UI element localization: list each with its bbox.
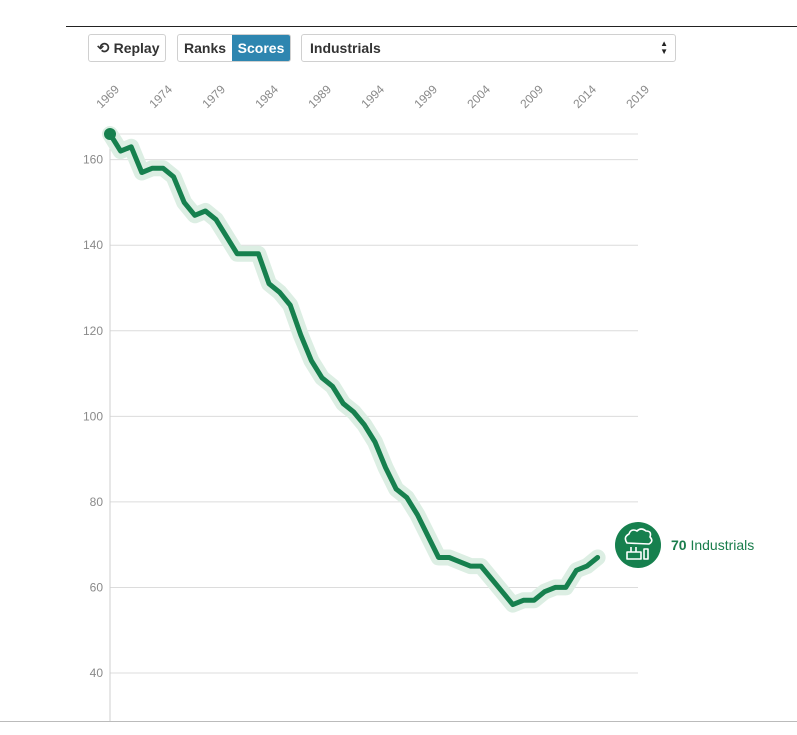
end-label: 70 Industrials [671,537,754,553]
y-axis: 160 140 120 100 80 60 40 [83,134,111,721]
scores-button[interactable]: Scores [232,35,290,61]
sector-select[interactable]: Industrials ▲ ▼ [301,34,676,62]
x-tick-label: 1994 [358,82,387,111]
y-tick-label: 140 [83,238,103,252]
x-tick-label: 1969 [93,82,122,111]
x-tick-label: 2019 [623,82,652,111]
series-line-industrials [107,131,601,608]
y-tick-label: 80 [90,495,104,509]
chart-series [102,126,606,613]
x-tick-label: 1999 [411,82,440,111]
x-tick-label: 2014 [570,82,599,111]
y-tick-label: 100 [83,409,103,423]
end-marker [615,522,661,568]
x-tick-label: 2004 [464,82,493,111]
x-tick-label: 2009 [517,82,546,111]
replay-icon: ⟲ [97,40,110,57]
series-start-point [104,128,116,140]
y-tick-label: 160 [83,153,103,167]
end-label-value: 70 [671,537,687,553]
x-tick-label: 1984 [252,82,281,111]
x-tick-label: 1979 [199,82,228,111]
y-tick-label: 60 [90,580,104,594]
end-label-name: Industrials [690,537,755,553]
mode-toggle: Ranks Scores [177,34,291,62]
bottom-divider [0,721,797,722]
x-tick-label: 1974 [146,82,175,111]
x-tick-label: 1989 [305,82,334,111]
factory-icon [615,522,661,568]
sector-select-value: Industrials [310,40,381,56]
ranks-button[interactable]: Ranks [184,40,227,56]
select-arrows-icon: ▲ ▼ [660,39,668,56]
replay-button[interactable]: ⟲ Replay [88,34,166,62]
top-divider [66,26,797,27]
y-tick-label: 40 [90,666,104,680]
x-axis: 1969 1974 1979 1984 1989 1994 1999 2004 2009 2014… [93,82,652,111]
replay-label: Replay [113,40,160,56]
factory-glyph [624,528,653,560]
y-tick-label: 120 [83,324,103,338]
